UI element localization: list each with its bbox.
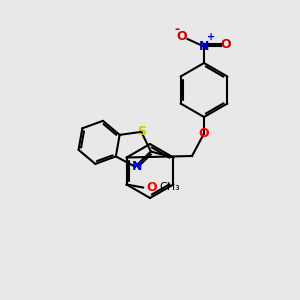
Text: CH₃: CH₃ — [160, 182, 180, 193]
Text: N: N — [199, 40, 209, 53]
Text: +: + — [206, 32, 215, 43]
Text: O: O — [177, 30, 188, 43]
Text: O: O — [199, 127, 209, 140]
Text: N: N — [131, 160, 142, 173]
Text: -: - — [174, 23, 179, 37]
Text: O: O — [147, 181, 157, 194]
Text: O: O — [220, 38, 231, 52]
Text: S: S — [137, 125, 146, 138]
